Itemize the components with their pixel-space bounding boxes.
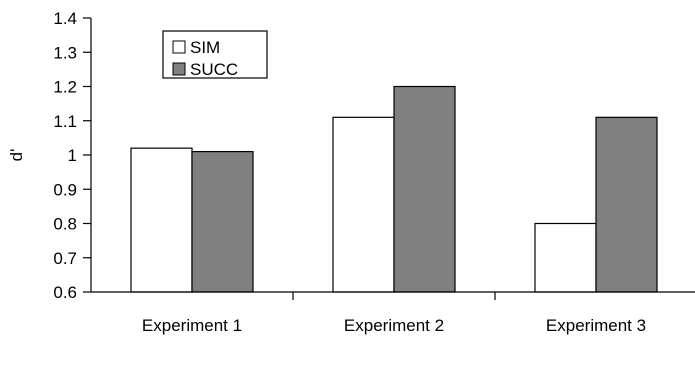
y-tick-label: 1.3 (53, 43, 77, 62)
bar-succ (191, 150, 254, 293)
legend-swatch-sim (172, 40, 186, 54)
bars-layer (130, 85, 658, 293)
x-category-label: Experiment 3 (546, 316, 646, 335)
bar-succ (393, 85, 456, 293)
y-tick-label: 1.4 (53, 9, 77, 28)
x-category-label: Experiment 1 (142, 316, 242, 335)
bar-succ (595, 116, 658, 293)
bar-sim (534, 222, 597, 293)
y-ticks-layer: 0.6 0.7 0.8 0.9 1 1.1 1.2 1.3 1.4 (53, 9, 91, 302)
y-tick-label: 1 (68, 146, 77, 165)
y-tick-label: 0.9 (53, 180, 77, 199)
y-tick-label: 0.6 (53, 283, 77, 302)
legend-label: SUCC (190, 60, 238, 79)
legend-swatch-succ (172, 62, 186, 76)
y-tick-label: 0.8 (53, 215, 77, 234)
bar-sim (332, 116, 395, 293)
bar-sim (130, 147, 193, 293)
y-tick-label: 0.7 (53, 249, 77, 268)
y-tick-label: 1.2 (53, 78, 77, 97)
legend-label: SIM (190, 38, 220, 57)
y-tick-label: 1.1 (53, 112, 77, 131)
x-category-label: Experiment 2 (344, 316, 444, 335)
x-ticks-layer: Experiment 1 Experiment 2 Experiment 3 (142, 292, 646, 335)
y-axis-title: d' (7, 149, 26, 162)
legend: SIM SUCC (162, 30, 268, 79)
